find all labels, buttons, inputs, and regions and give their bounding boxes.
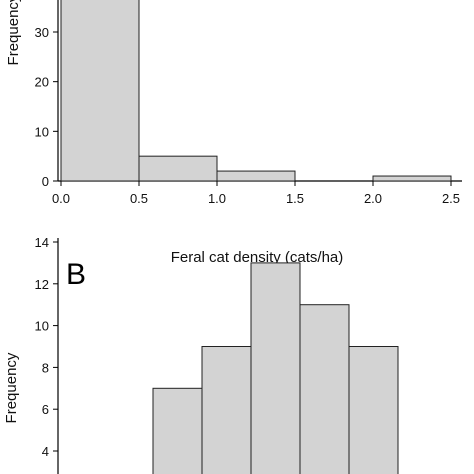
panel-b-bar [299, 304, 350, 474]
panel-a-x-tick-label: 1.0 [208, 191, 226, 206]
panel-a-bar [216, 170, 296, 182]
panel-a-x-tick-label: 2.5 [442, 191, 460, 206]
panel-a-bar [138, 155, 218, 182]
panel-b-y-tick-label: 6 [42, 402, 49, 417]
panel-b-bar [152, 387, 203, 474]
panel-b-y-tick-label: 4 [42, 444, 49, 459]
panel-a-x-tick-label: 2.0 [364, 191, 382, 206]
panel-a-y-tick-label: 10 [35, 124, 49, 139]
panel-a-y-tick-label: 20 [35, 75, 49, 90]
panel-b-bar [201, 346, 252, 474]
panel-a-x-tick-label: 0.0 [52, 191, 70, 206]
panel-b-bar [250, 262, 301, 474]
panel-a-histogram: 0 10 20 30 0.0 0.5 1.0 1.5 2.0 2.5 Frequency Fer… [5, 0, 462, 266]
panel-a-x-tick-label: 0.5 [130, 191, 148, 206]
panel-b-histogram: 4 6 8 10 12 14 Frequency B [3, 235, 399, 474]
panel-a-y-tick-label: 0 [42, 174, 49, 189]
panel-b-y-tick-label: 12 [35, 277, 49, 292]
panel-a-y-axis-title: Frequency [5, 0, 22, 65]
panel-b-y-tick-label: 14 [35, 235, 49, 250]
panel-b-y-tick-label: 10 [35, 319, 49, 334]
panel-a-x-tick-label: 1.5 [286, 191, 304, 206]
panel-b-label: B [66, 258, 86, 291]
panel-a-x-axis-title: Feral cat density (cats/ha) [171, 249, 344, 266]
panel-a-bar [372, 175, 452, 182]
panel-b-y-tick-label: 8 [42, 360, 49, 375]
panel-b-y-axis-title: Frequency [3, 352, 20, 423]
panel-a-bar [60, 0, 140, 182]
panel-a-y-tick-label: 30 [35, 25, 49, 40]
panel-b-bar [348, 346, 399, 474]
